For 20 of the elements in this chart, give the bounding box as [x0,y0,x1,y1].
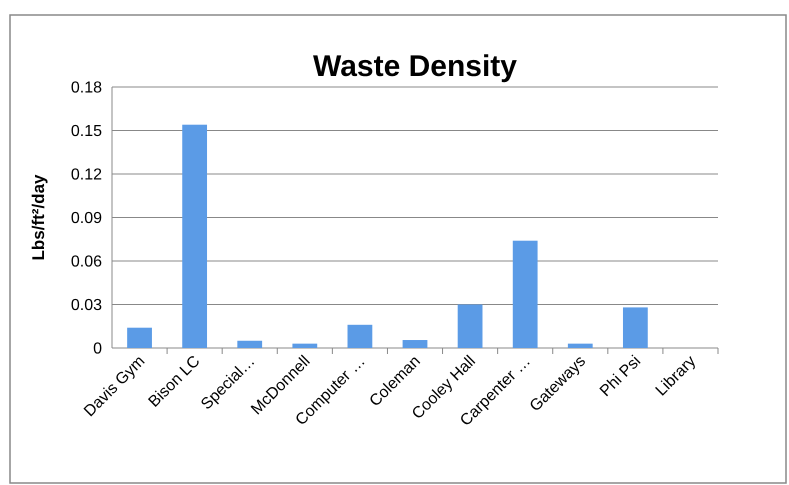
bar [182,124,208,348]
bar [568,344,593,348]
y-axis-title: Lbs/ft²/day [29,174,48,260]
chart-title: Waste Density [313,50,518,83]
x-tick-label: Phi Psi [596,352,644,400]
bar [292,344,318,348]
bar [512,240,538,348]
y-tick-label: 0.15 [70,123,102,140]
bar [458,304,482,348]
y-tick-label: 0.12 [70,166,102,184]
y-tick-label: 0.18 [70,80,102,97]
bar [402,340,428,348]
bar [237,340,262,348]
y-tick-label: 0.03 [70,297,102,314]
bar [622,307,648,348]
bar [127,328,152,348]
y-tick-label: 0.06 [70,254,102,271]
bar [348,324,372,348]
y-tick-label: 0 [93,340,102,358]
y-tick-label: 0.09 [70,210,102,228]
